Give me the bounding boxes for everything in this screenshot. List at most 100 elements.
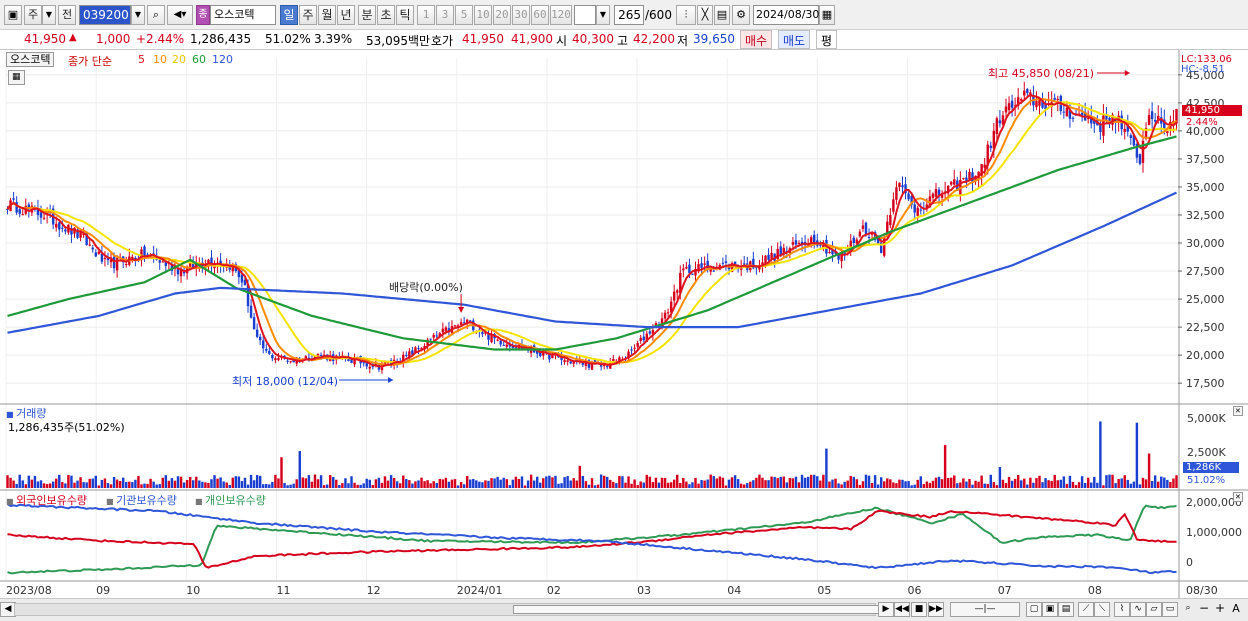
candle-body bbox=[843, 252, 846, 254]
volume-ratio: 51.02% bbox=[265, 32, 311, 46]
layout-icon-2[interactable]: ▣ bbox=[1042, 602, 1058, 617]
candle-body bbox=[405, 354, 408, 356]
table-toggle-icon[interactable]: ▦ bbox=[8, 70, 25, 85]
date-input[interactable]: 2024/08/30 bbox=[753, 5, 819, 25]
speed-slider[interactable]: —|— bbox=[950, 602, 1020, 617]
eval-button[interactable]: 평 bbox=[816, 30, 838, 49]
dividend-arrow-head bbox=[458, 307, 465, 313]
layout-icon-3[interactable]: ▤ bbox=[1058, 602, 1074, 617]
volume-bar bbox=[822, 474, 825, 488]
candle-body bbox=[764, 255, 767, 264]
interval-10-button[interactable]: 10 bbox=[474, 5, 492, 25]
interval-5-button[interactable]: 5 bbox=[455, 5, 473, 25]
zoom-out-icon[interactable]: − bbox=[1198, 601, 1210, 615]
settings-gear-icon[interactable]: ⚙ bbox=[732, 5, 750, 25]
interval-20-button[interactable]: 20 bbox=[493, 5, 511, 25]
interval-dropdown-icon[interactable]: ▼ bbox=[596, 5, 610, 25]
candle-body bbox=[971, 172, 974, 183]
candle-body bbox=[700, 263, 703, 268]
save-icon[interactable]: ▤ bbox=[714, 5, 730, 25]
interval-120-button[interactable]: 120 bbox=[550, 5, 572, 25]
scroll-thumb[interactable] bbox=[513, 605, 893, 614]
draw-tool-icon-4[interactable]: ∿ bbox=[1130, 602, 1146, 617]
volume-bar bbox=[30, 479, 34, 488]
volume-bar bbox=[946, 477, 950, 488]
scroll-track[interactable] bbox=[14, 603, 893, 616]
axes: 45,00042,50040,00037,50035,00032,50030,0… bbox=[6, 69, 1242, 597]
period-month-button[interactable]: 월 bbox=[318, 5, 336, 25]
candle-body bbox=[949, 181, 953, 185]
period-second-button[interactable]: 초 bbox=[377, 5, 395, 25]
layout-icon-1[interactable]: ▢ bbox=[1026, 602, 1042, 617]
sell-button[interactable]: 매도 bbox=[778, 30, 811, 49]
interval-30-button[interactable]: 30 bbox=[512, 5, 530, 25]
period-minute-button[interactable]: 분 bbox=[358, 5, 376, 25]
candle-body bbox=[91, 247, 94, 250]
volume-bar bbox=[703, 480, 706, 488]
volume-bar bbox=[429, 483, 432, 488]
volume-bar bbox=[925, 481, 929, 488]
interval-3-button[interactable]: 3 bbox=[436, 5, 454, 25]
zoom-search-icon[interactable]: ⌕ bbox=[1185, 603, 1191, 613]
volume-bar bbox=[1068, 475, 1072, 488]
draw-tool-icon-1[interactable]: ⟋ bbox=[1078, 602, 1094, 617]
buy-button[interactable]: 매수 bbox=[740, 30, 773, 49]
candle-type-icon[interactable]: ⫶ bbox=[676, 5, 696, 25]
volume-bar bbox=[949, 477, 953, 488]
volume-bar bbox=[931, 480, 935, 488]
chart-menu-icon[interactable]: ▣ bbox=[4, 5, 22, 25]
price-tick-label: 25,000 bbox=[1186, 293, 1225, 306]
zoom-in-icon[interactable]: + bbox=[1214, 601, 1226, 615]
draw-tool-icon-2[interactable]: ⟍ bbox=[1094, 602, 1110, 617]
candle-body bbox=[243, 279, 247, 286]
draw-tool-icon-6[interactable]: ▭ bbox=[1162, 602, 1178, 617]
stock-code-input[interactable]: 039200 bbox=[79, 5, 131, 25]
volume-bar bbox=[201, 481, 204, 488]
stock-tag[interactable]: 오스코텍 bbox=[6, 52, 55, 67]
period-main-button[interactable]: 주 bbox=[24, 5, 42, 25]
volume-bar bbox=[691, 482, 694, 488]
close-volume-panel-icon[interactable]: ✕ bbox=[1233, 406, 1243, 416]
period-week-button[interactable]: 주 bbox=[299, 5, 317, 25]
prev-button[interactable]: 전 bbox=[58, 5, 76, 25]
volume-bar bbox=[581, 475, 585, 488]
candle-body bbox=[1065, 107, 1069, 117]
calendar-icon[interactable]: ▦ bbox=[819, 5, 835, 25]
volume-bar bbox=[204, 482, 207, 488]
draw-tool-icon-5[interactable]: ▱ bbox=[1146, 602, 1162, 617]
interval-60-button[interactable]: 60 bbox=[531, 5, 549, 25]
stock-name-field[interactable]: 오스코텍 bbox=[210, 5, 276, 25]
candle-body bbox=[79, 231, 82, 238]
chart-canvas[interactable]: 45,00042,50040,00037,50035,00032,50030,0… bbox=[0, 50, 1248, 598]
candle-body bbox=[946, 185, 950, 194]
volume-bar bbox=[587, 484, 591, 488]
crosshair-icon[interactable]: ╳ bbox=[697, 5, 713, 25]
period-tick-button[interactable]: 틱 bbox=[396, 5, 414, 25]
volume-bar bbox=[1071, 481, 1075, 488]
custom-interval-input[interactable] bbox=[574, 5, 596, 25]
volume-bar bbox=[1020, 480, 1023, 488]
speaker-icon[interactable]: ◀▾ bbox=[167, 5, 193, 25]
volume-bar bbox=[1099, 421, 1102, 488]
fast-forward-icon[interactable]: ▶▶ bbox=[928, 602, 944, 617]
period-day-button[interactable]: 일 bbox=[280, 5, 298, 25]
interval-1-button[interactable]: 1 bbox=[417, 5, 435, 25]
volume-bar bbox=[758, 474, 761, 488]
stock-code-dropdown-icon[interactable]: ▼ bbox=[131, 5, 145, 25]
volume-bar bbox=[1147, 453, 1151, 488]
close-holding-panel-icon[interactable]: ✕ bbox=[1233, 492, 1243, 502]
scroll-right-icon[interactable]: ▶ bbox=[878, 602, 894, 617]
period-year-button[interactable]: 년 bbox=[337, 5, 355, 25]
draw-tool-icon-3[interactable]: ⌇ bbox=[1114, 602, 1130, 617]
search-icon[interactable]: ⌕ bbox=[147, 5, 165, 25]
candle-body bbox=[1016, 97, 1020, 106]
volume-bar bbox=[1175, 475, 1178, 488]
bar-count-input[interactable]: 265 bbox=[614, 5, 644, 25]
stop-icon[interactable]: ■ bbox=[911, 602, 927, 617]
auto-scale-icon[interactable]: A bbox=[1232, 602, 1240, 615]
volume-bar bbox=[444, 477, 448, 488]
low-price: 39,650 bbox=[693, 32, 735, 46]
period-dropdown-icon[interactable]: ▼ bbox=[42, 5, 56, 25]
rewind-icon[interactable]: ◀◀ bbox=[894, 602, 910, 617]
